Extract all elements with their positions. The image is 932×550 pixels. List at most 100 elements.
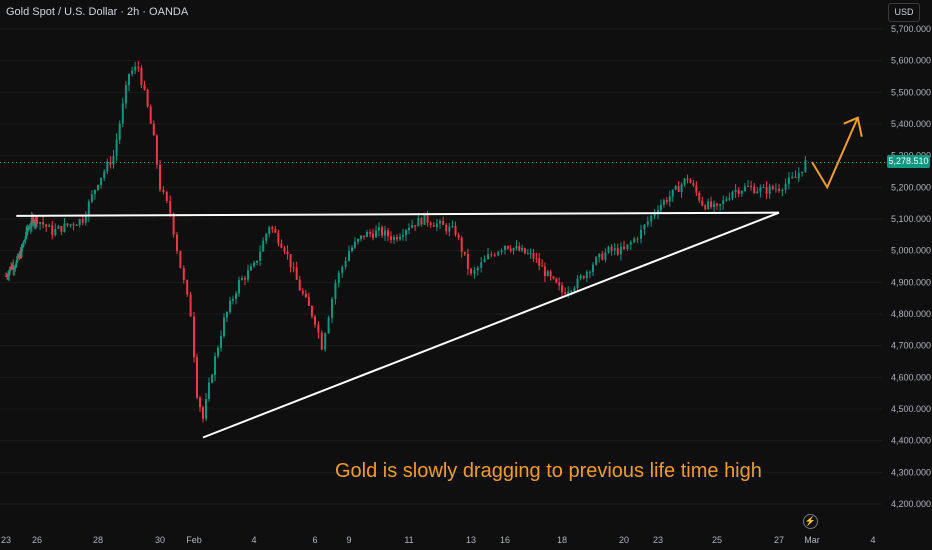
candle-body	[375, 230, 377, 238]
chart-annotation: Gold is slowly dragging to previous life…	[335, 460, 762, 482]
candle-body	[250, 266, 252, 271]
price-gridlines	[0, 28, 882, 505]
candle-body	[643, 224, 646, 230]
candle-body	[423, 214, 426, 225]
candle-body	[366, 232, 368, 237]
projection-path	[811, 117, 859, 190]
candle-body	[256, 260, 259, 263]
candle-body	[683, 178, 686, 185]
candle-body	[354, 241, 356, 248]
candle-body	[381, 227, 383, 236]
candle-body	[100, 177, 103, 185]
candle-body	[51, 225, 54, 235]
candle-body	[541, 265, 544, 267]
candle-body	[235, 293, 237, 300]
candle-body	[804, 160, 807, 172]
price-axis[interactable]: 5,700.0005,600.0005,500.0005,400.0005,30…	[891, 24, 931, 509]
candle-body	[11, 265, 14, 270]
candle-body	[460, 237, 463, 252]
candle-body	[743, 186, 746, 191]
candle-body	[506, 245, 509, 249]
candle-body	[387, 230, 389, 237]
horizontal-resistance-line[interactable]	[16, 211, 780, 217]
candle-body	[432, 225, 435, 227]
candle-body	[97, 184, 99, 190]
price-tick-label: 5,200.000	[891, 182, 931, 192]
candle-body	[140, 67, 143, 85]
candle-body	[429, 222, 432, 226]
candle-body	[220, 336, 222, 348]
candle-body	[686, 178, 689, 180]
candle-body	[259, 251, 262, 261]
lightning-icon[interactable]: ⚡	[803, 514, 818, 529]
candle-body	[87, 201, 90, 217]
time-tick-label: 30	[155, 535, 165, 545]
candle-body	[797, 173, 800, 178]
candle-body	[226, 311, 228, 318]
price-tick-label: 5,400.000	[891, 119, 931, 129]
candle-body	[588, 271, 591, 273]
candle-body	[57, 225, 60, 229]
candle-body	[653, 213, 656, 216]
candle-body	[747, 185, 749, 187]
candle-body	[692, 183, 695, 186]
candle-body	[518, 246, 521, 251]
candle-body	[189, 294, 192, 317]
currency-selector[interactable]: USD	[888, 3, 920, 22]
candle-body	[271, 227, 274, 230]
time-tick-label: 23	[1, 535, 11, 545]
candle-body	[229, 300, 231, 312]
time-tick-label: Feb	[186, 535, 202, 545]
candle-body	[25, 227, 28, 237]
projection-arrow[interactable]	[811, 116, 863, 190]
candle-body	[118, 123, 121, 140]
price-tick-label: 5,600.000	[891, 56, 931, 66]
candle-body	[646, 221, 649, 225]
time-tick-label: 26	[32, 535, 42, 545]
candle-body	[121, 103, 124, 124]
candle-body	[543, 266, 546, 277]
candle-body	[512, 248, 515, 251]
candle-body	[112, 155, 115, 165]
candle-body	[182, 268, 185, 281]
candle-body	[289, 254, 292, 268]
candle-body	[707, 201, 710, 209]
price-tick-label: 4,200.000	[891, 499, 931, 509]
candle-body	[454, 225, 457, 235]
candle-body	[662, 200, 665, 205]
candle-body	[650, 215, 653, 222]
candle-body	[710, 201, 713, 208]
candle-body	[21, 245, 24, 248]
candle-body	[36, 217, 38, 224]
candle-body	[598, 253, 601, 258]
candle-body	[9, 266, 12, 272]
candle-body	[217, 347, 219, 357]
candle-body	[295, 267, 298, 280]
candle-body	[633, 238, 636, 243]
candle-body	[238, 280, 240, 294]
candle-body	[106, 161, 109, 172]
candle-body	[63, 223, 66, 232]
candle-body	[722, 200, 725, 205]
candle-body	[33, 222, 36, 226]
candle-body	[7, 276, 10, 278]
candle-body	[774, 188, 777, 190]
candle-body	[555, 278, 558, 283]
candle-body	[301, 290, 304, 294]
ascending-support-line[interactable]	[202, 211, 780, 439]
trendlines[interactable]	[16, 211, 780, 439]
candle-body	[704, 205, 707, 209]
candle-body	[286, 251, 289, 255]
time-tick-label: 18	[557, 535, 567, 545]
candle-body	[363, 235, 365, 237]
candle-body	[490, 254, 493, 256]
candle-body	[48, 225, 51, 227]
chart-title: Gold Spot / U.S. Dollar · 2h · OANDA	[6, 6, 189, 18]
candle-body	[13, 268, 16, 270]
projection-arrowhead	[843, 116, 863, 137]
candle-body	[629, 242, 632, 245]
candle-body	[280, 243, 283, 248]
candle-body	[463, 251, 466, 254]
time-axis[interactable]: 23 26 28 30 Feb 4 6 9 11 13 16 18 20 23 25 27 Mar 4	[1, 535, 876, 545]
